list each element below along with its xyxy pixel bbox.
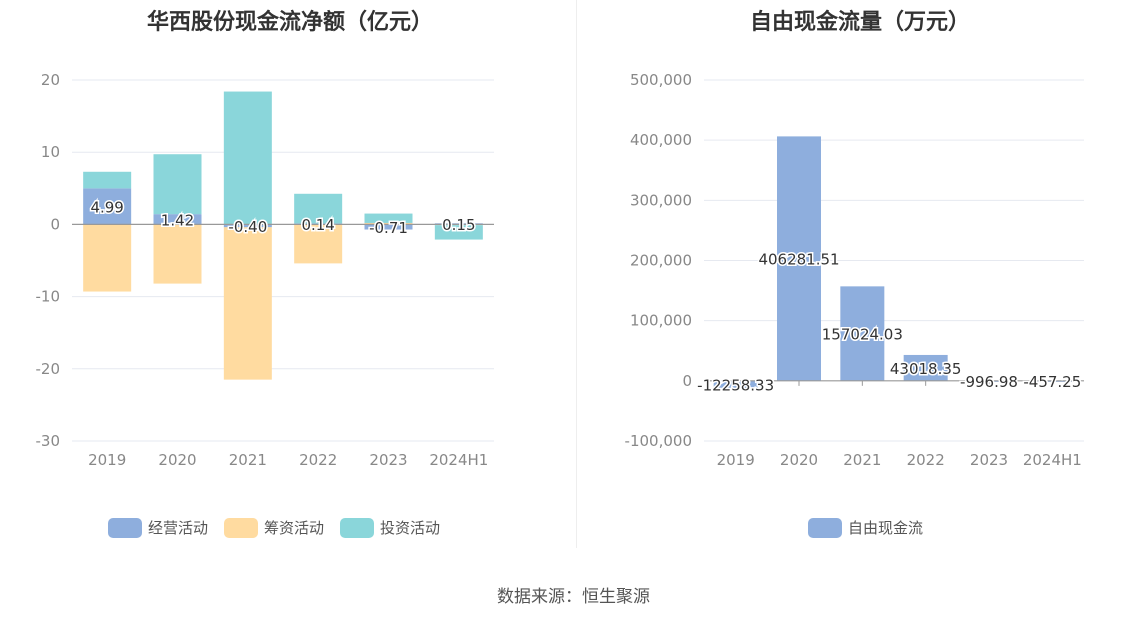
bar-investing — [153, 154, 202, 215]
y-tick-label: 20 — [41, 71, 60, 89]
y-tick-label: -20 — [36, 360, 61, 378]
bar-investing — [364, 213, 413, 223]
y-tick-label: 10 — [41, 143, 60, 161]
y-tick-label: 500,000 — [630, 71, 692, 89]
y-tick-label: 300,000 — [630, 191, 692, 209]
y-tick-label: 0 — [50, 215, 60, 233]
legend-item-financing[interactable]: 筹资活动 — [224, 517, 324, 538]
legend-swatch-financing — [224, 517, 259, 538]
bar-investing — [223, 91, 272, 225]
y-tick-label: -30 — [36, 432, 61, 450]
legend-label-financing: 筹资活动 — [264, 519, 325, 537]
data-label: -457.25 — [1023, 373, 1081, 391]
cash-flow-chart: 20 10 0 -10 -20 -30 2019 2020 2021 2022 2023 2024H1… — [36, 71, 494, 469]
bar-free-cash-flow — [840, 286, 885, 381]
legend-swatch-free-cash-flow — [808, 517, 842, 538]
data-label: 0.14 — [301, 216, 334, 234]
bar-operating — [223, 224, 272, 228]
data-label: -996.98 — [960, 373, 1018, 391]
bar-operating — [364, 224, 413, 230]
bar-financing — [364, 222, 413, 225]
legend-item-operating[interactable]: 经营活动 — [108, 517, 208, 538]
bar-financing — [153, 224, 202, 284]
right-legend: 自由现金流 — [808, 517, 939, 538]
bar-operating — [153, 214, 202, 225]
bar-free-cash-flow — [903, 354, 948, 381]
legend-item-investing[interactable]: 投资活动 — [340, 517, 440, 538]
bar-free-cash-flow — [777, 136, 821, 381]
legend-swatch-investing — [340, 517, 375, 538]
x-tick-label: 2020 — [780, 451, 818, 469]
x-tick-label: 2021 — [843, 451, 881, 469]
x-tick-label: 2023 — [970, 451, 1008, 469]
bar-investing — [294, 193, 343, 224]
free-cash-flow-chart: 500,000 400,000 300,000 200,000 100,000 0 -100… — [625, 71, 1084, 469]
data-label: 4.99 — [90, 198, 123, 216]
y-tick-label: 400,000 — [630, 131, 692, 149]
data-label: 406281.51 — [758, 251, 839, 269]
left-legend: 经营活动 筹资活动 投资活动 — [108, 517, 456, 538]
bar-financing — [223, 227, 272, 380]
x-tick-label: 2024H1 — [429, 451, 488, 469]
bar-investing — [83, 171, 132, 189]
x-tick-label: 2022 — [299, 451, 337, 469]
data-label: 43018.35 — [890, 360, 962, 378]
y-tick-label: 0 — [682, 372, 692, 390]
data-source: 数据来源：恒生聚源 — [497, 587, 650, 607]
legend-swatch-operating — [108, 517, 142, 538]
right-chart-title: 自由现金流量（万元） — [749, 10, 970, 35]
y-tick-label: 100,000 — [630, 312, 692, 330]
bar-operating — [83, 188, 132, 225]
legend-label-operating: 经营活动 — [148, 519, 209, 537]
x-tick-label: 2019 — [717, 451, 755, 469]
left-chart-title: 华西股份现金流净额（亿元） — [146, 10, 433, 35]
chart-divider — [576, 0, 577, 548]
data-label: -12258.33 — [697, 377, 774, 395]
legend-item-free-cash-flow[interactable]: 自由现金流 — [808, 517, 923, 538]
data-label: 0.15 — [442, 216, 475, 234]
y-tick-label: -10 — [36, 288, 61, 306]
legend-label-free-cash-flow: 自由现金流 — [848, 519, 924, 537]
bar-financing — [294, 224, 343, 264]
x-tick-label: 2021 — [229, 451, 267, 469]
x-tick-label: 2024H1 — [1023, 451, 1082, 469]
data-label: -0.71 — [369, 219, 408, 237]
data-label: 1.42 — [161, 211, 194, 229]
data-label: 157024.03 — [822, 326, 903, 344]
legend-label-investing: 投资活动 — [380, 519, 441, 537]
x-tick-label: 2020 — [158, 451, 196, 469]
y-tick-label: -100,000 — [625, 432, 692, 450]
x-tick-label: 2019 — [88, 451, 126, 469]
bar-investing — [434, 225, 483, 240]
data-label: -0.40 — [228, 218, 267, 236]
x-tick-label: 2022 — [907, 451, 945, 469]
x-tick-label: 2023 — [369, 451, 407, 469]
y-tick-label: 200,000 — [630, 252, 692, 270]
bar-financing — [83, 224, 132, 292]
